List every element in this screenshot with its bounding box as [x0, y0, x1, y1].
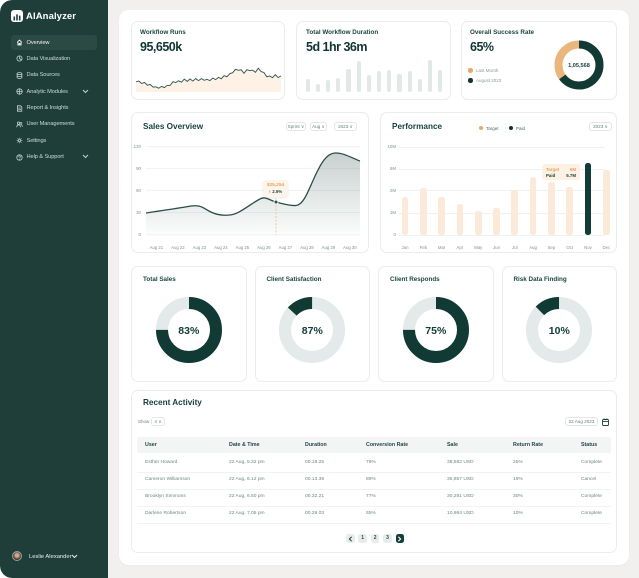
svg-text:1,05,568: 1,05,568: [568, 63, 590, 69]
